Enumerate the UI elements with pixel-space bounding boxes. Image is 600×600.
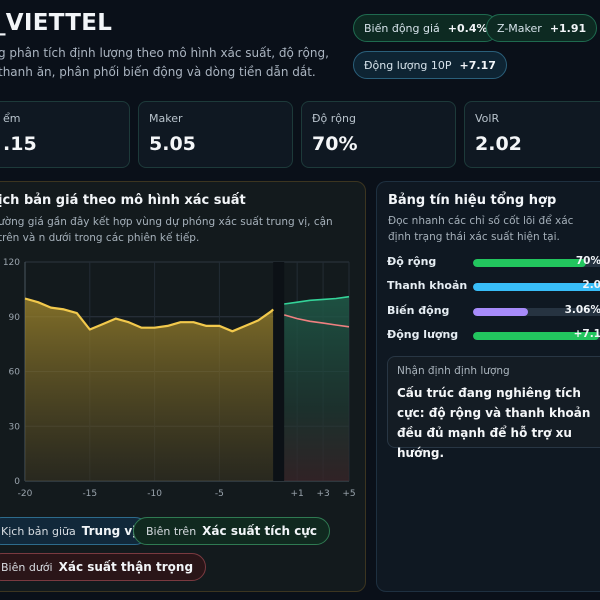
stat-card-score: ểm .15 (0, 101, 130, 168)
signal-bar-fill (473, 259, 587, 267)
price-scenario-chart: 0 30 60 90 120 -20 -15 -10 -5 +1 +3 +5 (3, 258, 356, 499)
y-tick-label: 0 (14, 477, 20, 487)
signal-row-liquidity: Thanh khoản 2.0 (387, 279, 600, 295)
stat-value: 5.05 (149, 133, 196, 155)
scenario-card-description: ường giá gần đây kết hợp vùng dự phóng x… (0, 216, 333, 244)
history-area (25, 298, 274, 481)
signal-bar-fill (473, 308, 529, 316)
momentum-pill: Động lượng 10P +7.17 (353, 51, 507, 79)
tag-label: Biên dưới (1, 560, 53, 574)
signal-bar-track (473, 283, 600, 291)
signal-card-description: Đọc nhanh các chỉ số cốt lõi để xác định… (388, 215, 574, 243)
tag-label: Kịch bản giữa (1, 524, 76, 538)
y-axis-ticks: 0 30 60 90 120 (3, 258, 20, 487)
stat-value: 70% (312, 133, 358, 155)
history-line (24, 297, 274, 333)
signal-row-breadth: Độ rộng 70% (387, 255, 600, 271)
signal-bar-fill (473, 283, 600, 291)
x-tick-label: +5 (342, 489, 355, 499)
y-tick-label: 30 (9, 422, 21, 432)
scenario-card-title: ịch bản giá theo mô hình xác suất (0, 193, 246, 208)
signal-bar-fill (473, 332, 600, 340)
upper-band-line (284, 295, 350, 305)
signal-bar-track (473, 308, 600, 316)
x-axis-ticks: -20 -15 -10 -5 +1 +3 +5 (18, 489, 356, 499)
stat-label: Maker (149, 112, 183, 125)
z-maker-label: Z-Maker (497, 21, 542, 35)
price-change-label: Biến động giá (364, 21, 440, 35)
signal-label: Thanh khoản (387, 279, 468, 292)
signal-row-volatility: Biến động 3.06% (387, 304, 600, 320)
signal-value: 3.06% (564, 304, 600, 316)
signal-card-title: Bảng tín hiệu tổng hợp (388, 193, 557, 208)
signal-bar-track (473, 259, 600, 267)
y-tick-label: 60 (9, 368, 21, 378)
stat-card-maker: Maker 5.05 (138, 101, 293, 168)
stat-card-breadth: Độ rộng 70% (301, 101, 456, 168)
x-tick-label: +1 (291, 489, 304, 499)
stat-label: Độ rộng (312, 112, 356, 125)
tag-upper: Biên trên Xác suất tích cực (133, 517, 330, 545)
stat-value: 2.02 (475, 133, 522, 155)
x-tick-label: -15 (82, 489, 97, 499)
forecast-band (284, 296, 349, 481)
forecast-gap (273, 262, 285, 481)
signal-label: Biến động (387, 304, 450, 317)
chart-areas (25, 262, 349, 481)
tag-value: Trung vị (81, 524, 137, 538)
signal-bar-track (473, 332, 600, 340)
verdict-text: Cấu trúc đang nghiêng tích cực: độ rộng … (397, 386, 591, 460)
stat-card-volr: VolR 2.02 (464, 101, 600, 168)
x-tick-label: +3 (316, 489, 329, 499)
tag-median: Kịch bản giữa Trung vị (0, 517, 150, 545)
x-tick-label: -5 (215, 489, 224, 499)
momentum-value: +7.17 (459, 58, 496, 72)
x-tick-label: -10 (147, 489, 162, 499)
tag-label: Biên trên (146, 524, 197, 538)
chart-lines (24, 295, 350, 333)
signal-value: 2.0 (582, 279, 600, 291)
verdict-label: Nhận định định lượng (397, 365, 510, 377)
z-maker-value: +1.91 (549, 21, 587, 35)
page-subtitle: g phân tích định lượng theo mô hình xác … (0, 46, 329, 79)
tag-value: Xác suất thận trọng (58, 560, 194, 574)
stat-label: ểm (3, 112, 21, 125)
signal-value: 70% (575, 255, 600, 267)
y-tick-label: 90 (9, 313, 21, 323)
y-tick-label: 120 (3, 258, 20, 268)
page-title: _VIETTEL (0, 10, 113, 36)
lower-band-line (283, 314, 350, 328)
tag-lower: Biên dưới Xác suất thận trọng (0, 553, 207, 581)
quant-verdict-box: Nhận định định lượng Cấu trúc đang nghiê… (387, 356, 600, 460)
x-tick-label: -20 (18, 489, 33, 499)
signal-value: +7.1 (573, 328, 600, 340)
stat-label: VolR (475, 112, 500, 125)
signal-row-momentum: Động lượng +7.1 (387, 328, 600, 344)
stat-value: .15 (3, 133, 37, 155)
z-maker-pill: Z-Maker +1.91 (486, 14, 598, 42)
signal-label: Độ rộng (387, 255, 437, 268)
momentum-label: Động lượng 10P (364, 58, 452, 72)
signal-label: Động lượng (387, 328, 459, 341)
tag-value: Xác suất tích cực (202, 524, 317, 538)
price-change-pill: Biến động giá +0.4% (353, 14, 499, 42)
price-change-value: +0.4% (447, 21, 488, 35)
